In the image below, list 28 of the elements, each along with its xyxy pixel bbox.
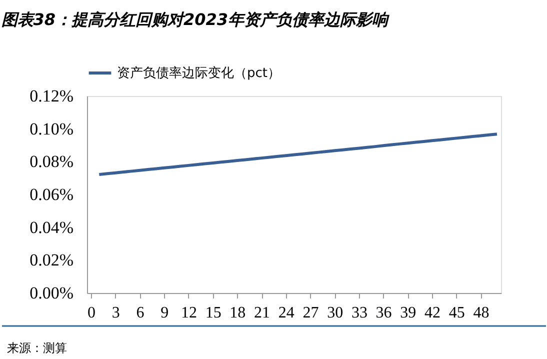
y-tick-label: 0.06% bbox=[30, 185, 74, 204]
x-tick-label: 18 bbox=[230, 304, 246, 322]
x-tick-label: 12 bbox=[180, 304, 197, 322]
x-tick-label: 39 bbox=[400, 304, 416, 322]
chart-title: 图表38：提高分红回购对2023年资产负债率边际影响 bbox=[1, 10, 390, 29]
legend-label: 资产负债率边际变化（pct） bbox=[117, 65, 280, 81]
y-tick-label: 0.08% bbox=[30, 152, 74, 172]
line-series bbox=[98, 132, 498, 176]
x-tick-label: 48 bbox=[473, 304, 490, 322]
y-tick-label: 0.10% bbox=[30, 119, 74, 138]
x-tick-label: 9 bbox=[160, 304, 169, 322]
y-tick-label: 0.12% bbox=[30, 86, 74, 106]
x-tick-label: 45 bbox=[448, 304, 465, 322]
x-tick-label: 27 bbox=[302, 304, 319, 322]
x-tick-label: 33 bbox=[351, 304, 368, 322]
x-tick-label: 0 bbox=[88, 304, 96, 322]
source-note: 来源：测算 bbox=[7, 341, 67, 355]
x-tick-label: 42 bbox=[424, 304, 440, 322]
x-tick-label: 6 bbox=[136, 304, 144, 322]
x-tick-label: 21 bbox=[254, 304, 270, 322]
x-tick-label: 3 bbox=[112, 304, 120, 322]
x-tick-label: 24 bbox=[278, 304, 294, 322]
x-tick-label: 30 bbox=[327, 304, 344, 322]
y-tick-label: 0.00% bbox=[30, 284, 74, 302]
y-tick-label: 0.02% bbox=[30, 250, 74, 270]
x-tick-label: 36 bbox=[376, 304, 392, 322]
y-tick-label: 0.04% bbox=[30, 218, 74, 237]
x-tick-label: 15 bbox=[205, 304, 222, 322]
